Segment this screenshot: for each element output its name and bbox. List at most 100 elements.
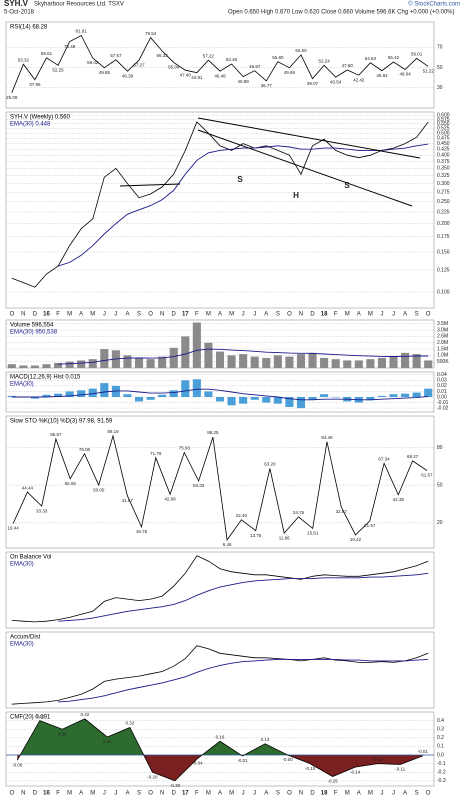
data-label: 44.44 bbox=[22, 485, 34, 490]
x-tick-label: A bbox=[264, 312, 268, 318]
data-label: 89.19 bbox=[107, 429, 119, 434]
bar bbox=[169, 390, 178, 397]
bar bbox=[215, 351, 225, 368]
data-label: 86.67 bbox=[50, 432, 62, 437]
bar bbox=[158, 356, 167, 368]
bar bbox=[42, 394, 51, 397]
legend-label: EMA(30) bbox=[10, 382, 34, 388]
legend-label: EMA(30) 950,538 bbox=[10, 330, 58, 336]
data-label: -0.11 bbox=[395, 767, 405, 772]
bar bbox=[7, 395, 16, 397]
data-label: 63.20 bbox=[264, 462, 276, 467]
x-tick-label: S bbox=[137, 791, 141, 797]
x-tick-label: A bbox=[218, 791, 222, 797]
bar bbox=[331, 359, 340, 368]
bar bbox=[88, 388, 97, 397]
legend-label: RSI(14) 68.28 bbox=[10, 25, 48, 31]
data-label: -0.30 bbox=[170, 783, 181, 788]
data-label: 36.77 bbox=[261, 83, 273, 88]
y-tick-label: -0.3 bbox=[437, 778, 446, 784]
y-tick-label: 0.200 bbox=[437, 221, 450, 227]
x-tick-label: A bbox=[403, 791, 407, 797]
data-label: 59.42 bbox=[87, 60, 99, 65]
data-label: 71.79 bbox=[150, 451, 162, 456]
y-tick-label: 0.3 bbox=[437, 727, 444, 733]
x-tick-label: O bbox=[148, 791, 153, 797]
bar bbox=[88, 359, 97, 368]
x-tick-label: A bbox=[79, 312, 83, 318]
legend-label: EMA(30) 0.448 bbox=[10, 122, 51, 128]
y-tick-label: 0.00 bbox=[437, 394, 447, 400]
data-label: 62.50 bbox=[295, 48, 307, 53]
y-tick-label: 0.1 bbox=[437, 744, 444, 750]
x-tick-label: J bbox=[114, 312, 117, 318]
x-tick-label: J bbox=[114, 791, 117, 797]
data-label: 47.60 bbox=[342, 63, 354, 68]
bar bbox=[134, 397, 144, 402]
series-line bbox=[58, 348, 429, 365]
bar bbox=[100, 383, 109, 397]
data-label: 55.80 bbox=[272, 55, 284, 60]
y-tick-label: 0.325 bbox=[437, 173, 450, 179]
y-tick-label: 0.500 bbox=[437, 131, 450, 137]
series-line bbox=[58, 572, 429, 622]
x-tick-label: S bbox=[276, 791, 280, 797]
pattern-label: S bbox=[237, 175, 243, 184]
y-tick-label: 0.2 bbox=[437, 735, 444, 741]
series-line bbox=[11, 34, 429, 93]
x-tick-label: A bbox=[218, 312, 222, 318]
bar bbox=[54, 362, 63, 368]
data-label: 6.46 bbox=[223, 542, 232, 547]
y-tick-label: 0.400 bbox=[437, 153, 450, 159]
data-label: 0.32 bbox=[126, 721, 135, 726]
bar bbox=[273, 397, 282, 404]
x-tick-label: M bbox=[345, 312, 350, 318]
bar bbox=[123, 355, 132, 368]
bar bbox=[77, 390, 86, 397]
data-label: 25.09 bbox=[6, 95, 18, 100]
y-tick-label: 70 bbox=[437, 45, 443, 51]
y-tick-label: 0.475 bbox=[437, 136, 450, 142]
data-label: 51.22 bbox=[423, 68, 435, 73]
x-tick-label: O bbox=[287, 312, 292, 318]
y-tick-label: 0.300 bbox=[437, 181, 450, 187]
bar bbox=[308, 352, 317, 368]
data-label: 41.67 bbox=[122, 498, 134, 503]
data-label: 39.07 bbox=[307, 81, 319, 86]
legend-label: MACD(12,26,9) Hist 0.015 bbox=[10, 375, 81, 381]
bar bbox=[146, 397, 155, 400]
x-tick-label: N bbox=[160, 312, 164, 318]
x-tick-label: A bbox=[403, 312, 407, 318]
data-label: 11.86 bbox=[279, 535, 290, 540]
x-tick-label: J bbox=[253, 791, 256, 797]
trend-line bbox=[197, 117, 421, 159]
data-label: 46.84 bbox=[376, 73, 388, 78]
data-label: -0.10 bbox=[305, 766, 316, 771]
data-label: -0.04 bbox=[192, 761, 203, 766]
data-label: 54.63 bbox=[365, 56, 377, 61]
panel-frame bbox=[5, 111, 435, 309]
x-tick-label: N bbox=[299, 312, 303, 318]
area-positive bbox=[17, 718, 423, 756]
y-tick-label: 1.0M bbox=[437, 353, 448, 359]
bar bbox=[285, 356, 294, 368]
data-label: 59.61 bbox=[41, 51, 53, 56]
series-line bbox=[11, 555, 429, 623]
x-tick-label: M bbox=[206, 791, 211, 797]
data-label: -0.25 bbox=[327, 779, 338, 784]
area-negative bbox=[17, 755, 423, 781]
y-tick-label: -0.2 bbox=[437, 770, 446, 776]
x-tick-label: F bbox=[334, 791, 338, 797]
data-label: 84.46 bbox=[321, 435, 333, 440]
bar bbox=[30, 365, 39, 368]
bar bbox=[424, 388, 433, 397]
bar bbox=[366, 397, 375, 401]
bar bbox=[401, 352, 410, 368]
x-tick-label: D bbox=[310, 791, 315, 797]
bar bbox=[343, 360, 352, 368]
data-label: 57.67 bbox=[110, 53, 122, 58]
x-tick-label: D bbox=[172, 791, 177, 797]
x-tick-label: J bbox=[380, 791, 383, 797]
data-label: 46.87 bbox=[249, 64, 261, 69]
x-tick-label: O bbox=[9, 312, 14, 318]
